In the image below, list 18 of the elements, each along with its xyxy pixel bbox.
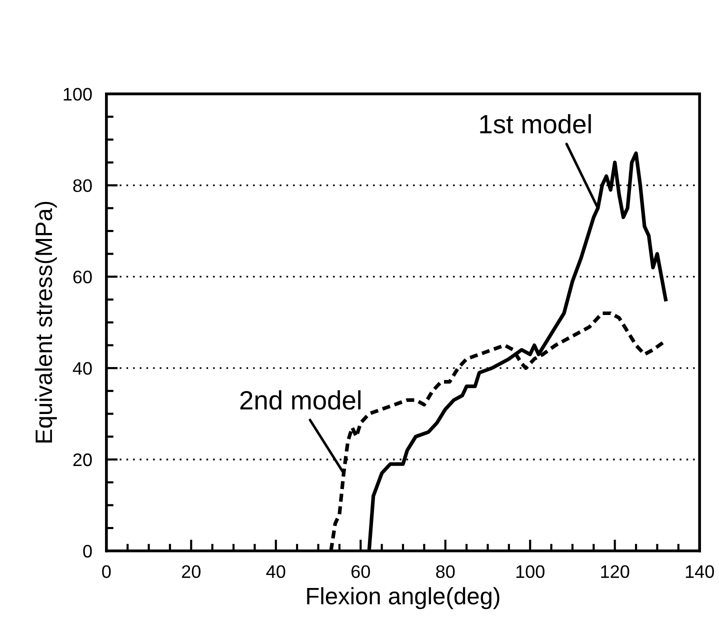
x-tick-label: 120	[601, 565, 630, 578]
x-tick-label: 100	[516, 565, 544, 578]
x-tick-label: 0	[102, 565, 111, 578]
y-tick-label: 40	[72, 362, 92, 375]
y-tick-label: 60	[73, 270, 92, 284]
x-tick-label: 140	[686, 565, 714, 578]
x-tick-label: 40	[266, 565, 286, 578]
y-tick-label: 0	[83, 544, 92, 558]
x-tick-label: 60	[352, 565, 370, 578]
y-tick-label: 80	[73, 179, 92, 192]
x-tick-label: 20	[182, 565, 200, 578]
y-tick-label: 20	[73, 453, 92, 466]
series-label: 2nd model	[240, 390, 360, 410]
y-tick-label: 100	[64, 88, 92, 101]
x-axis-title: Flexion angle(deg)	[307, 587, 500, 610]
series-label: 1st model	[480, 114, 591, 134]
x-tick-label: 80	[436, 565, 455, 578]
y-axis-title: Equivalent stress(MPa)	[34, 202, 57, 442]
